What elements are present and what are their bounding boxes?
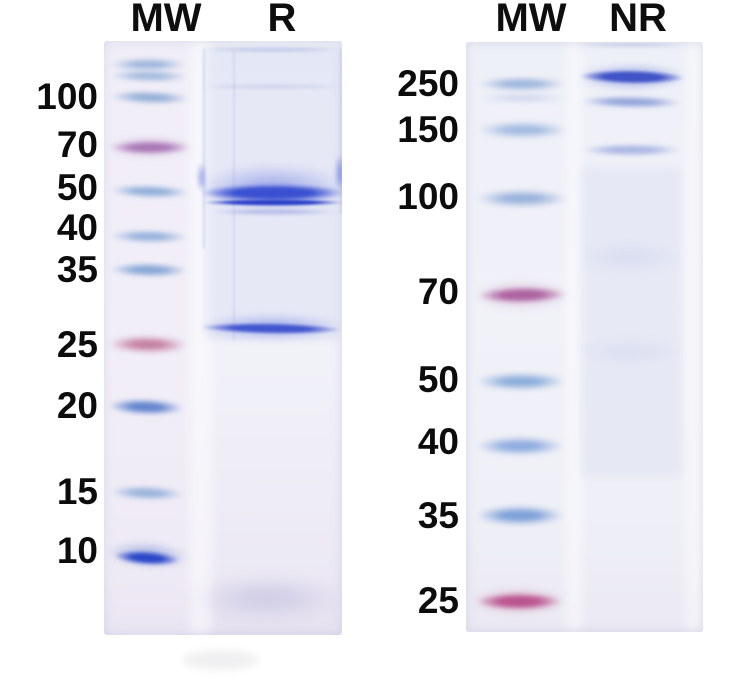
marker-label-50-gel-nonreduced: 50 [417, 358, 459, 400]
marker-band-20 [107, 397, 185, 417]
marker-band-10-halo [105, 538, 191, 572]
heavy-chain-core [201, 184, 342, 202]
lane-header-mw-gel-reduced: MW [130, 0, 202, 40]
marker-label-40-gel-reduced: 40 [56, 206, 98, 248]
lane-header-nr-gel-nonreduced: NR [609, 0, 667, 40]
marker-band-250-sub [480, 93, 566, 103]
bottom-faint-artifact [183, 650, 258, 670]
sample-lane-left-edge [203, 49, 205, 249]
sample-lane-inner-edge [233, 51, 235, 341]
interlane-light-strip [566, 42, 582, 632]
nr-band-3 [582, 144, 681, 156]
nr-main-halo [577, 63, 687, 91]
marker-label-100-gel-nonreduced: 100 [397, 175, 459, 217]
marker-label-250-gel-nonreduced: 250 [397, 62, 459, 104]
marker-band-50 [476, 372, 566, 390]
marker-label-70-gel-nonreduced: 70 [417, 270, 459, 312]
marker-band-70-halo [473, 280, 571, 310]
heavy-chain-bottom-edge [203, 198, 342, 206]
marker-band-25 [107, 334, 189, 354]
nr-main-core [579, 69, 685, 85]
marker-label-40-gel-nonreduced: 40 [417, 420, 459, 462]
marker-band-50 [109, 183, 191, 199]
marker-band-70 [110, 140, 190, 154]
marker-label-10-gel-reduced: 10 [56, 529, 98, 571]
light-chain-core [200, 321, 342, 335]
heavy-chain-left-wing [197, 162, 206, 192]
nr-top-streak [578, 43, 684, 47]
marker-band-100 [109, 89, 191, 105]
marker-label-35-gel-reduced: 35 [56, 248, 98, 290]
marker-band-35 [476, 505, 564, 525]
gel-reduced [104, 41, 342, 635]
marker-band-250 [110, 57, 186, 71]
light-chain-halo [199, 313, 342, 341]
marker-label-70-gel-reduced: 70 [56, 123, 98, 165]
sample-top-streak-2 [198, 83, 342, 89]
nr-band-2 [580, 95, 683, 109]
nr-lane-tint [580, 167, 682, 477]
lane-header-r-gel-reduced: R [267, 0, 297, 40]
marker-band-15 [109, 484, 185, 502]
marker-band-100 [476, 189, 568, 207]
marker-label-15-gel-reduced: 15 [56, 470, 98, 512]
right-edge-light [686, 42, 703, 632]
marker-band-40 [476, 437, 564, 455]
lane-header-mw-gel-nonreduced: MW [495, 0, 567, 40]
sample-lane-tint [204, 49, 341, 341]
nr-faint-smear-1 [578, 240, 682, 274]
marker-band-150 [109, 69, 189, 83]
marker-band-70 [477, 286, 567, 304]
mw-column-tint [104, 41, 196, 635]
marker-band-250 [478, 77, 566, 91]
marker-label-50-gel-reduced: 50 [56, 166, 98, 208]
marker-band-25-halo [471, 587, 567, 615]
marker-band-35 [109, 262, 189, 278]
marker-label-150-gel-nonreduced: 150 [397, 108, 459, 150]
marker-label-25-gel-nonreduced: 25 [417, 579, 459, 621]
marker-band-40 [109, 228, 189, 244]
gel-nonreduced [466, 42, 703, 632]
heavy-chain-shadow-band [210, 209, 338, 215]
interlane-light-strip [190, 41, 212, 635]
marker-label-25-gel-reduced: 25 [56, 323, 98, 365]
marker-band-10-core [113, 548, 181, 568]
marker-band-150 [478, 122, 568, 138]
marker-band-70-halo [107, 135, 193, 159]
marker-label-100-gel-reduced: 100 [36, 75, 98, 117]
sample-top-streak-1 [198, 46, 342, 52]
sample-lane-right-edge [340, 49, 342, 214]
sample-bottom-smudge [192, 575, 342, 621]
marker-band-25 [476, 592, 562, 610]
heavy-chain-halo [198, 164, 342, 212]
nr-faint-smear-2 [578, 338, 682, 366]
marker-label-35-gel-nonreduced: 35 [417, 494, 459, 536]
marker-label-20-gel-reduced: 20 [56, 384, 98, 426]
heavy-chain-right-wing [335, 154, 342, 192]
